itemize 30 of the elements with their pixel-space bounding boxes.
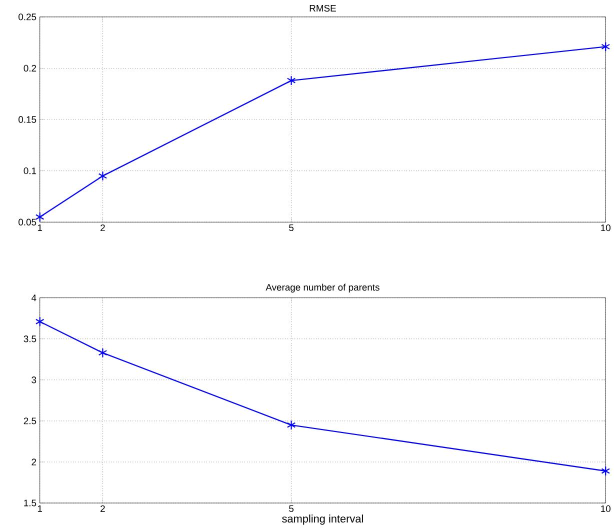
point	[286, 76, 296, 86]
y-tick-label: 3.5	[24, 336, 36, 342]
y-tick-label: 0.05	[18, 218, 36, 226]
y-tick-label: 2.5	[24, 418, 36, 424]
point	[601, 466, 610, 476]
chart-title: Average number of parents	[266, 284, 380, 293]
y-tick-label: 1.5	[24, 500, 36, 506]
x-tick-label: 5	[289, 505, 294, 512]
y-tick-label: 4	[31, 294, 36, 302]
point	[601, 42, 610, 52]
x-axis-title: sampling interval	[282, 514, 363, 525]
point	[286, 420, 296, 430]
x-tick-label: 1	[38, 224, 42, 232]
x-tick-label: 2	[100, 224, 105, 232]
x-tick-label: 2	[100, 505, 105, 512]
y-tick-label: 0.15	[18, 116, 36, 123]
x-tick-label: 10	[601, 224, 610, 232]
x-tick-label: 1	[38, 505, 42, 512]
y-tick-label: 2	[32, 458, 36, 466]
y-tick-label: 0.2	[24, 64, 36, 72]
y-tick-label: 0.25	[18, 14, 36, 20]
x-tick-label: 5	[289, 224, 294, 232]
point	[35, 212, 44, 222]
point	[98, 171, 108, 182]
point	[35, 316, 44, 327]
point	[98, 348, 108, 358]
x-tick-label: 10	[601, 505, 610, 512]
y-tick-label: 3	[32, 376, 36, 384]
y-tick-label: 0.1	[24, 168, 36, 174]
chart-title: RMSE	[310, 5, 336, 12]
